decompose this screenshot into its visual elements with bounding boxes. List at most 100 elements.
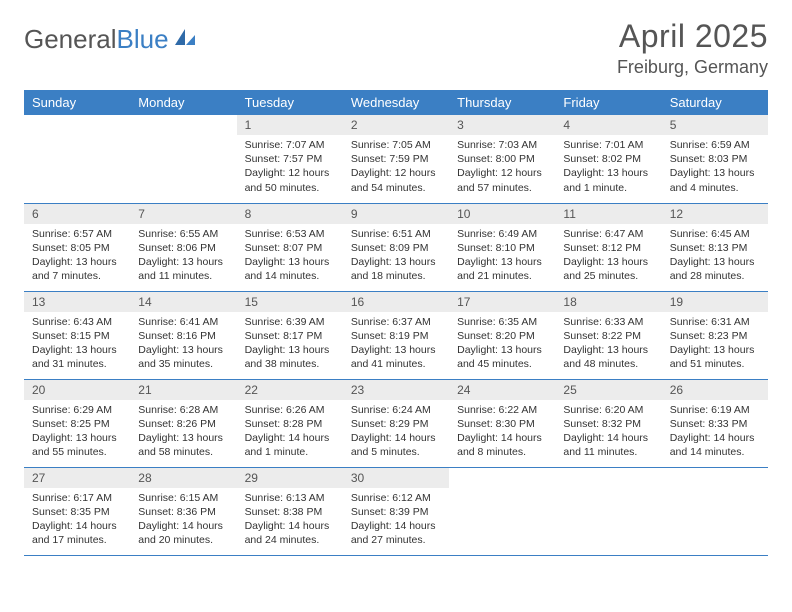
calendar-cell: 17Sunrise: 6:35 AMSunset: 8:20 PMDayligh… xyxy=(449,291,555,379)
calendar-cell: 11Sunrise: 6:47 AMSunset: 8:12 PMDayligh… xyxy=(555,203,661,291)
day-details: Sunrise: 6:12 AMSunset: 8:39 PMDaylight:… xyxy=(343,488,449,554)
day-details: Sunrise: 6:49 AMSunset: 8:10 PMDaylight:… xyxy=(449,224,555,290)
day-number: 23 xyxy=(343,380,449,400)
calendar-week-row: 13Sunrise: 6:43 AMSunset: 8:15 PMDayligh… xyxy=(24,291,768,379)
calendar-cell: 25Sunrise: 6:20 AMSunset: 8:32 PMDayligh… xyxy=(555,379,661,467)
day-details: Sunrise: 6:59 AMSunset: 8:03 PMDaylight:… xyxy=(662,135,768,201)
weekday-header: Saturday xyxy=(662,90,768,115)
weekday-header: Sunday xyxy=(24,90,130,115)
brand-part2: Blue xyxy=(117,24,169,54)
calendar-week-row: 6Sunrise: 6:57 AMSunset: 8:05 PMDaylight… xyxy=(24,203,768,291)
day-number: 18 xyxy=(555,292,661,312)
day-details: Sunrise: 6:28 AMSunset: 8:26 PMDaylight:… xyxy=(130,400,236,466)
calendar-cell: 22Sunrise: 6:26 AMSunset: 8:28 PMDayligh… xyxy=(237,379,343,467)
day-number: 20 xyxy=(24,380,130,400)
day-number: 19 xyxy=(662,292,768,312)
calendar-cell: 28Sunrise: 6:15 AMSunset: 8:36 PMDayligh… xyxy=(130,467,236,555)
calendar-cell xyxy=(662,467,768,555)
day-number: 22 xyxy=(237,380,343,400)
calendar-cell: 6Sunrise: 6:57 AMSunset: 8:05 PMDaylight… xyxy=(24,203,130,291)
location-label: Freiburg, Germany xyxy=(617,57,768,78)
day-number: 2 xyxy=(343,115,449,135)
day-details: Sunrise: 6:19 AMSunset: 8:33 PMDaylight:… xyxy=(662,400,768,466)
day-number: 17 xyxy=(449,292,555,312)
day-details: Sunrise: 6:33 AMSunset: 8:22 PMDaylight:… xyxy=(555,312,661,378)
calendar-cell: 5Sunrise: 6:59 AMSunset: 8:03 PMDaylight… xyxy=(662,115,768,203)
calendar-week-row: 27Sunrise: 6:17 AMSunset: 8:35 PMDayligh… xyxy=(24,467,768,555)
calendar-cell: 12Sunrise: 6:45 AMSunset: 8:13 PMDayligh… xyxy=(662,203,768,291)
day-number: 30 xyxy=(343,468,449,488)
day-details: Sunrise: 6:31 AMSunset: 8:23 PMDaylight:… xyxy=(662,312,768,378)
day-details: Sunrise: 7:03 AMSunset: 8:00 PMDaylight:… xyxy=(449,135,555,201)
day-number: 1 xyxy=(237,115,343,135)
calendar-cell: 19Sunrise: 6:31 AMSunset: 8:23 PMDayligh… xyxy=(662,291,768,379)
calendar-week-row: 1Sunrise: 7:07 AMSunset: 7:57 PMDaylight… xyxy=(24,115,768,203)
day-details: Sunrise: 6:53 AMSunset: 8:07 PMDaylight:… xyxy=(237,224,343,290)
day-number: 13 xyxy=(24,292,130,312)
calendar-cell: 18Sunrise: 6:33 AMSunset: 8:22 PMDayligh… xyxy=(555,291,661,379)
day-details: Sunrise: 6:45 AMSunset: 8:13 PMDaylight:… xyxy=(662,224,768,290)
brand-part1: General xyxy=(24,24,117,54)
day-details: Sunrise: 7:01 AMSunset: 8:02 PMDaylight:… xyxy=(555,135,661,201)
calendar-cell xyxy=(555,467,661,555)
day-details: Sunrise: 6:26 AMSunset: 8:28 PMDaylight:… xyxy=(237,400,343,466)
day-number: 4 xyxy=(555,115,661,135)
day-details: Sunrise: 6:39 AMSunset: 8:17 PMDaylight:… xyxy=(237,312,343,378)
calendar-cell: 4Sunrise: 7:01 AMSunset: 8:02 PMDaylight… xyxy=(555,115,661,203)
calendar-header-row: SundayMondayTuesdayWednesdayThursdayFrid… xyxy=(24,90,768,115)
calendar-cell: 15Sunrise: 6:39 AMSunset: 8:17 PMDayligh… xyxy=(237,291,343,379)
day-number: 26 xyxy=(662,380,768,400)
calendar-cell xyxy=(130,115,236,203)
day-number: 27 xyxy=(24,468,130,488)
calendar-cell: 26Sunrise: 6:19 AMSunset: 8:33 PMDayligh… xyxy=(662,379,768,467)
title-block: April 2025 Freiburg, Germany xyxy=(617,18,768,78)
day-details: Sunrise: 6:24 AMSunset: 8:29 PMDaylight:… xyxy=(343,400,449,466)
weekday-header: Thursday xyxy=(449,90,555,115)
calendar-cell: 7Sunrise: 6:55 AMSunset: 8:06 PMDaylight… xyxy=(130,203,236,291)
weekday-header: Monday xyxy=(130,90,236,115)
calendar-cell xyxy=(24,115,130,203)
calendar-cell: 9Sunrise: 6:51 AMSunset: 8:09 PMDaylight… xyxy=(343,203,449,291)
calendar-cell: 16Sunrise: 6:37 AMSunset: 8:19 PMDayligh… xyxy=(343,291,449,379)
calendar-cell: 20Sunrise: 6:29 AMSunset: 8:25 PMDayligh… xyxy=(24,379,130,467)
day-details: Sunrise: 6:55 AMSunset: 8:06 PMDaylight:… xyxy=(130,224,236,290)
day-number: 3 xyxy=(449,115,555,135)
calendar-cell xyxy=(449,467,555,555)
weekday-header: Wednesday xyxy=(343,90,449,115)
day-number: 21 xyxy=(130,380,236,400)
day-details: Sunrise: 6:43 AMSunset: 8:15 PMDaylight:… xyxy=(24,312,130,378)
calendar-cell: 27Sunrise: 6:17 AMSunset: 8:35 PMDayligh… xyxy=(24,467,130,555)
day-details: Sunrise: 7:07 AMSunset: 7:57 PMDaylight:… xyxy=(237,135,343,201)
day-number: 24 xyxy=(449,380,555,400)
calendar-cell: 30Sunrise: 6:12 AMSunset: 8:39 PMDayligh… xyxy=(343,467,449,555)
day-details: Sunrise: 7:05 AMSunset: 7:59 PMDaylight:… xyxy=(343,135,449,201)
day-number: 25 xyxy=(555,380,661,400)
day-number: 7 xyxy=(130,204,236,224)
calendar-cell: 8Sunrise: 6:53 AMSunset: 8:07 PMDaylight… xyxy=(237,203,343,291)
day-number: 16 xyxy=(343,292,449,312)
day-details: Sunrise: 6:37 AMSunset: 8:19 PMDaylight:… xyxy=(343,312,449,378)
day-number: 6 xyxy=(24,204,130,224)
weekday-header: Tuesday xyxy=(237,90,343,115)
day-number: 14 xyxy=(130,292,236,312)
sail-icon xyxy=(173,27,197,52)
day-details: Sunrise: 6:15 AMSunset: 8:36 PMDaylight:… xyxy=(130,488,236,554)
day-number: 5 xyxy=(662,115,768,135)
day-number: 9 xyxy=(343,204,449,224)
day-details: Sunrise: 6:22 AMSunset: 8:30 PMDaylight:… xyxy=(449,400,555,466)
calendar-cell: 10Sunrise: 6:49 AMSunset: 8:10 PMDayligh… xyxy=(449,203,555,291)
calendar-cell: 2Sunrise: 7:05 AMSunset: 7:59 PMDaylight… xyxy=(343,115,449,203)
day-number: 11 xyxy=(555,204,661,224)
day-number: 8 xyxy=(237,204,343,224)
calendar-cell: 21Sunrise: 6:28 AMSunset: 8:26 PMDayligh… xyxy=(130,379,236,467)
day-details: Sunrise: 6:13 AMSunset: 8:38 PMDaylight:… xyxy=(237,488,343,554)
calendar-cell: 24Sunrise: 6:22 AMSunset: 8:30 PMDayligh… xyxy=(449,379,555,467)
weekday-header: Friday xyxy=(555,90,661,115)
calendar-cell: 29Sunrise: 6:13 AMSunset: 8:38 PMDayligh… xyxy=(237,467,343,555)
day-details: Sunrise: 6:41 AMSunset: 8:16 PMDaylight:… xyxy=(130,312,236,378)
page-header: GeneralBlue April 2025 Freiburg, Germany xyxy=(24,18,768,78)
day-details: Sunrise: 6:47 AMSunset: 8:12 PMDaylight:… xyxy=(555,224,661,290)
day-number: 29 xyxy=(237,468,343,488)
brand-logo: GeneralBlue xyxy=(24,18,197,55)
calendar-cell: 14Sunrise: 6:41 AMSunset: 8:16 PMDayligh… xyxy=(130,291,236,379)
